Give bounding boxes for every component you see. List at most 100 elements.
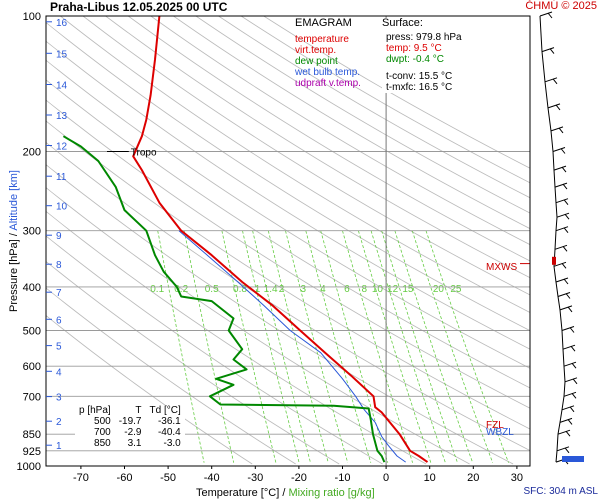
dew-point-curve xyxy=(62,135,386,463)
wind-barb xyxy=(559,417,573,423)
wind-barb xyxy=(553,261,567,267)
wind-barb-flag xyxy=(561,166,567,173)
dry-adiabat xyxy=(46,79,530,389)
mixing-ratio-line xyxy=(183,230,235,463)
dry-adiabat xyxy=(46,40,530,350)
x-tick-label: 30 xyxy=(511,472,523,484)
dry-adiabat xyxy=(46,235,383,465)
table-row: 500 -19.7 -36.1 xyxy=(75,416,185,427)
x-tick-label: -40 xyxy=(204,472,220,484)
y-tick-label: 700 xyxy=(23,391,41,403)
mixing-ratio-label: 25 xyxy=(450,284,462,295)
level-table: p [hPa] T Td [°C] 500 -19.7 -36.1 700 -2… xyxy=(75,405,185,449)
mixing-ratio-label: 2 xyxy=(279,284,285,295)
dry-adiabat xyxy=(46,164,514,465)
mixing-ratio-label: 0.8 xyxy=(233,284,247,295)
dry-adiabat xyxy=(105,16,530,279)
wind-barb xyxy=(556,212,570,218)
wind-profile-line xyxy=(539,15,566,463)
wind-barb-flag xyxy=(547,12,553,19)
table-header-row: p [hPa] T Td [°C] xyxy=(75,405,185,416)
wind-barb-flag xyxy=(549,48,555,54)
wind-barb-flag xyxy=(552,78,558,85)
wind-barb xyxy=(555,277,569,283)
altitude-tick-label: 8 xyxy=(56,260,62,271)
altitude-tick-label: 10 xyxy=(56,202,68,213)
wind-barb xyxy=(555,198,569,204)
wind-barb-flag xyxy=(564,447,570,454)
mixing-ratio-line xyxy=(242,230,300,463)
wind-barb-flag xyxy=(555,104,561,111)
legend-header: EMAGRAM xyxy=(295,17,352,29)
wind-barb-flag xyxy=(567,306,573,313)
wind-barb-flag xyxy=(558,127,564,134)
surface-tconv: t-conv: 15.5 °C xyxy=(386,71,453,82)
table-cell: -2.9 xyxy=(124,427,142,438)
dry-adiabat xyxy=(46,260,340,465)
wind-barb-flag xyxy=(564,213,570,220)
x-tick-label: 10 xyxy=(424,472,436,484)
wind-barb-flag xyxy=(563,199,569,206)
altitude-tick-label: 3 xyxy=(56,393,62,404)
altitude-tick-label: 13 xyxy=(56,111,68,122)
wind-barb-flag xyxy=(565,430,571,437)
wind-barb xyxy=(555,226,569,232)
wind-barb xyxy=(553,165,567,171)
chart-title: Praha-Libus 12.05.2025 00 UTC xyxy=(50,0,228,14)
dry-adiabat xyxy=(46,315,253,465)
x-tick-label: 0 xyxy=(383,472,389,484)
altitude-tick-label: 11 xyxy=(56,172,67,183)
surface-wind-mark xyxy=(562,456,584,462)
wind-barb-flag xyxy=(570,345,576,352)
wind-barb xyxy=(554,244,568,250)
altitude-axis-label: Altitude [km] xyxy=(8,170,20,231)
altitude-tick-label: 5 xyxy=(56,342,62,353)
mixing-ratio-label: 0.1 xyxy=(150,284,164,295)
wind-barb-flag xyxy=(571,392,577,399)
altitude-tick-label: 1 xyxy=(56,441,62,452)
wind-barb xyxy=(563,391,577,397)
wind-barb-flag xyxy=(560,148,566,154)
wind-barb xyxy=(561,405,575,411)
mixing-ratio-axis-label: Mixing ratio [g/kg] xyxy=(288,487,375,499)
altitude-tick-label: 2 xyxy=(56,417,62,428)
wind-barb-flag xyxy=(562,183,568,190)
legend-item-virt-temp: virt.temp. xyxy=(295,45,337,56)
surface-info: Surface: press: 979.8 hPa temp: 9.5 °C d… xyxy=(382,18,492,93)
wind-barb xyxy=(563,361,577,367)
wind-barb xyxy=(547,103,561,109)
legend-item-updraft: udpraft v.temp. xyxy=(295,78,361,89)
x-tick-label: -30 xyxy=(247,472,263,484)
y-tick-label: 1000 xyxy=(17,461,41,473)
wind-barb xyxy=(557,429,571,435)
surface-tmxfc: t-mxfc: 16.5 °C xyxy=(386,82,453,93)
x-axis-label: Temperature [°C] / Mixing ratio [g/kg] xyxy=(196,487,375,499)
x-tick-label: -70 xyxy=(73,472,89,484)
dry-adiabat xyxy=(218,16,530,199)
mixing-ratio-line xyxy=(221,230,277,463)
altitude-tick-label: 12 xyxy=(56,142,68,153)
mxws-label: MXWS xyxy=(486,262,518,273)
mixing-ratio-line xyxy=(252,230,311,463)
dry-adiabat xyxy=(195,16,530,214)
dry-adiabat xyxy=(46,59,530,369)
wind-barb xyxy=(541,47,555,53)
mixing-ratio-line xyxy=(370,230,446,463)
dry-adiabat xyxy=(46,210,427,465)
altitude-tick-label: 14 xyxy=(56,81,68,92)
mixing-ratio-line xyxy=(342,230,413,463)
y-tick-label: 500 xyxy=(23,326,41,338)
surface-header: Surface: xyxy=(382,17,423,29)
dry-adiabat xyxy=(60,16,530,313)
wind-barb-flag xyxy=(572,378,578,385)
wbzl-label: WBZL xyxy=(486,427,514,438)
table-header-cell: Td [°C] xyxy=(149,405,181,416)
legend-item-dew-point: dew point xyxy=(295,56,338,67)
x-tick-label: -20 xyxy=(291,472,307,484)
mixing-ratio-label: 1.4 xyxy=(264,284,278,295)
wind-barb xyxy=(539,11,553,17)
mixing-ratio-label: 0.5 xyxy=(205,284,219,295)
x-tick-label: 20 xyxy=(467,472,479,484)
mixing-ratio-line xyxy=(157,230,205,463)
